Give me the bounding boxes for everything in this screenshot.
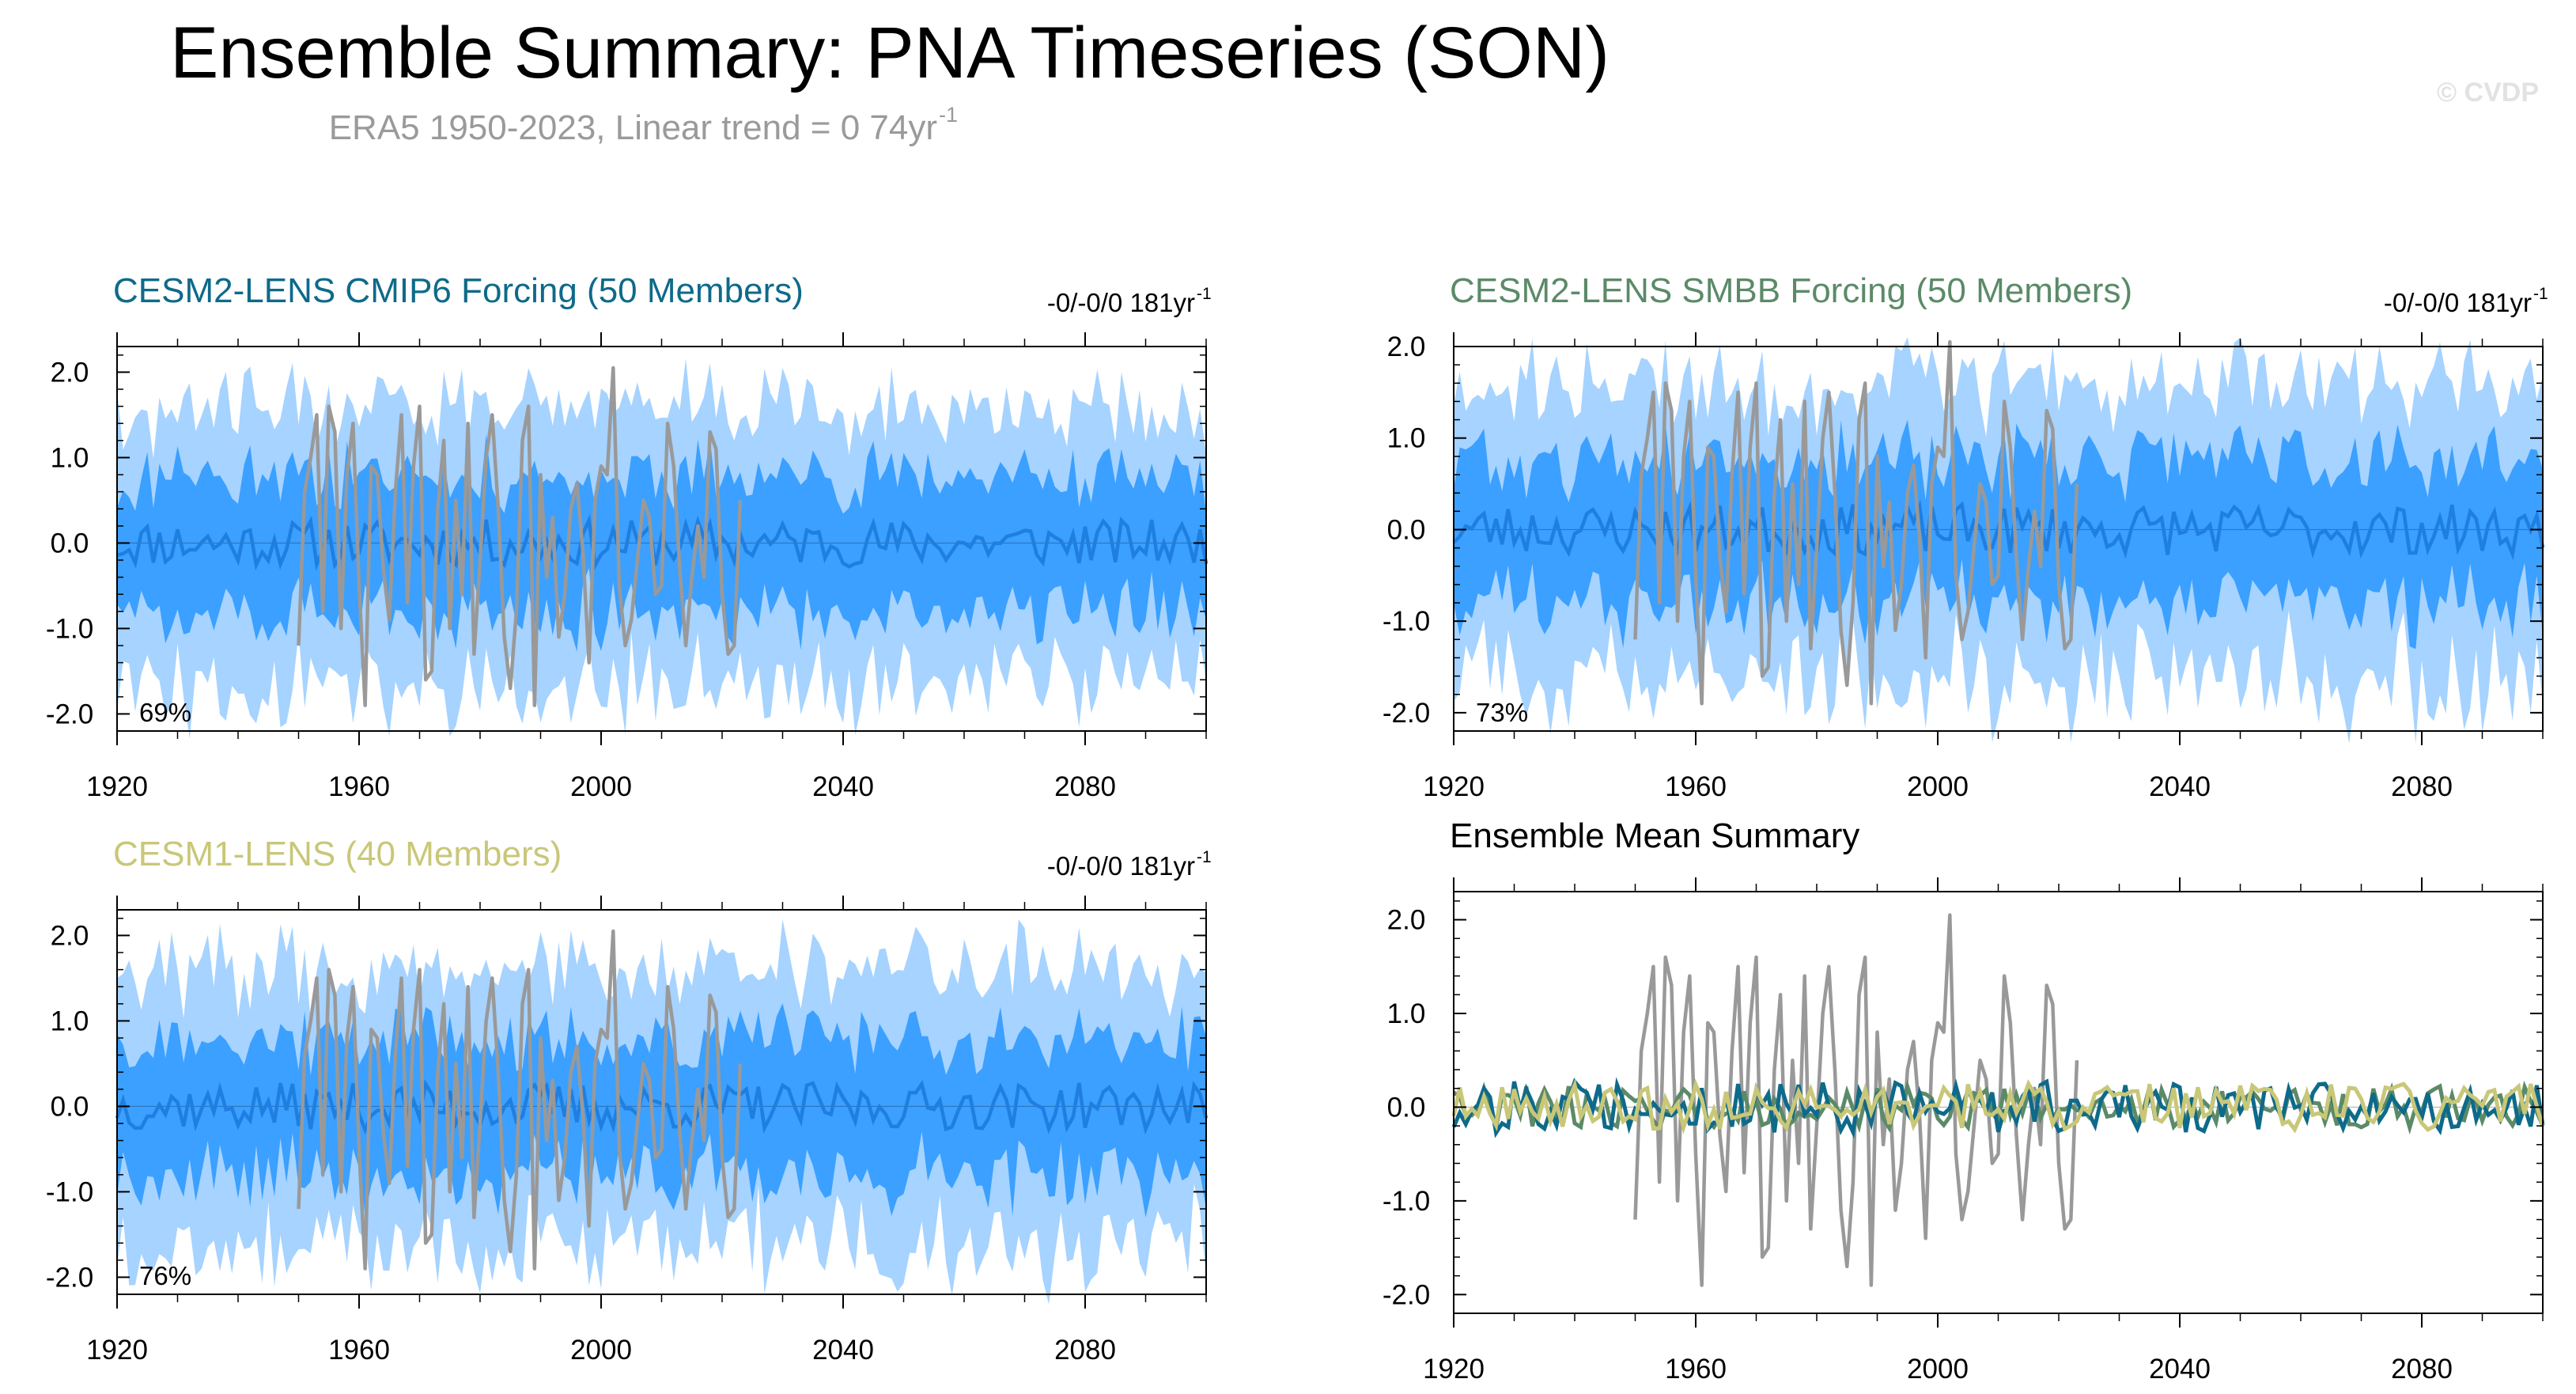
y-tick-label: 1.0 <box>1387 423 1426 454</box>
era5-line <box>1633 913 2079 1287</box>
x-tick-label: 2080 <box>1054 1335 1116 1366</box>
trend-label: -0/-0/0 181yr <box>1047 288 1195 317</box>
trend-exponent: -1 <box>1197 848 1212 866</box>
trend-exponent: -1 <box>1197 285 1212 303</box>
x-tick-label: 2040 <box>2149 1354 2211 1385</box>
subtitle-exponent: -1 <box>939 103 958 127</box>
x-tick-label: 1960 <box>1665 771 1727 802</box>
copyright-label: © CVDP <box>2437 78 2539 108</box>
y-tick-label: -1.0 <box>46 613 93 644</box>
trend-label: -0/-0/0 181yr <box>1047 851 1195 881</box>
y-tick-label: -1.0 <box>1383 1186 1430 1217</box>
y-tick-label: 0.0 <box>1387 1092 1426 1123</box>
y-tick-label: -2.0 <box>1383 1279 1430 1310</box>
x-tick-label: 1960 <box>1665 1354 1727 1385</box>
ensemble-mean-line <box>116 513 1209 571</box>
cesm1-mean-line <box>1451 1078 2545 1135</box>
x-tick-label: 1960 <box>328 1335 390 1366</box>
y-tick-label: 1.0 <box>1387 998 1426 1029</box>
panel-cmip6: CESM2-LENS CMIP6 Forcing (50 Members) -0/… <box>46 271 1212 802</box>
x-tick-label: 1920 <box>86 771 148 802</box>
x-tick-label: 1920 <box>86 1335 148 1366</box>
x-tick-label: 2000 <box>1907 771 1969 802</box>
y-tick-label: -1.0 <box>1383 606 1430 637</box>
y-tick-label: 1.0 <box>51 442 89 473</box>
y-tick-label: 2.0 <box>1387 331 1426 362</box>
y-tick-label: -2.0 <box>46 1262 93 1293</box>
x-tick-label: 1920 <box>1423 1354 1485 1385</box>
trend-label: -0/-0/0 181yr <box>2384 288 2532 317</box>
panel-cesm1: CESM1-LENS (40 Members) -0/-0/0 181yr -1 76… <box>46 835 1212 1366</box>
panel-title: CESM2-LENS CMIP6 Forcing (50 Members) <box>113 271 804 310</box>
panel-smbb: CESM2-LENS SMBB Forcing (50 Members) -0/-… <box>1383 271 2548 802</box>
y-tick-label: 2.0 <box>51 920 89 951</box>
era5-line <box>297 929 743 1271</box>
x-tick-label: 2080 <box>1054 771 1116 802</box>
y-tick-label: -2.0 <box>1383 698 1430 729</box>
x-tick-label: 2040 <box>2149 771 2211 802</box>
cmip6-mean-line <box>1451 1077 2545 1139</box>
x-tick-label: 2080 <box>2391 1354 2453 1385</box>
x-tick-label: 2040 <box>812 1335 874 1366</box>
y-tick-label: -2.0 <box>46 699 93 729</box>
x-tick-label: 2000 <box>570 771 632 802</box>
x-tick-label: 1920 <box>1423 771 1485 802</box>
y-tick-label: 0.0 <box>1387 514 1426 545</box>
percent-annotation: 69% <box>139 698 191 727</box>
percent-annotation: 76% <box>139 1261 191 1290</box>
panel-title: Ensemble Mean Summary <box>1450 816 1859 855</box>
x-tick-label: 2040 <box>812 771 874 802</box>
y-tick-label: 2.0 <box>1387 905 1426 936</box>
panel-ensemble-mean-summary: Ensemble Mean Summary -2.0 -1.0 0.0 1.0 2.0 19… <box>1383 816 2545 1385</box>
panel-title: CESM2-LENS SMBB Forcing (50 Members) <box>1450 271 2132 310</box>
x-tick-label: 2000 <box>1907 1354 1969 1385</box>
x-tick-label: 2080 <box>2391 771 2453 802</box>
y-tick-label: -1.0 <box>46 1176 93 1207</box>
subtitle: ERA5 1950-2023, Linear trend = 0 74yr <box>329 108 937 147</box>
era5-line <box>297 366 743 707</box>
main-title: Ensemble Summary: PNA Timeseries (SON) <box>170 13 1610 93</box>
era5-line <box>1633 339 2079 706</box>
y-tick-label: 1.0 <box>51 1006 89 1036</box>
y-tick-label: 0.0 <box>51 528 89 559</box>
x-tick-label: 2000 <box>570 1335 632 1366</box>
panel-title: CESM1-LENS (40 Members) <box>113 835 562 873</box>
y-tick-label: 2.0 <box>51 357 89 388</box>
percent-annotation: 73% <box>1476 698 1528 727</box>
x-tick-label: 1960 <box>328 771 390 802</box>
trend-exponent: -1 <box>2533 285 2548 303</box>
y-tick-label: 0.0 <box>51 1091 89 1122</box>
